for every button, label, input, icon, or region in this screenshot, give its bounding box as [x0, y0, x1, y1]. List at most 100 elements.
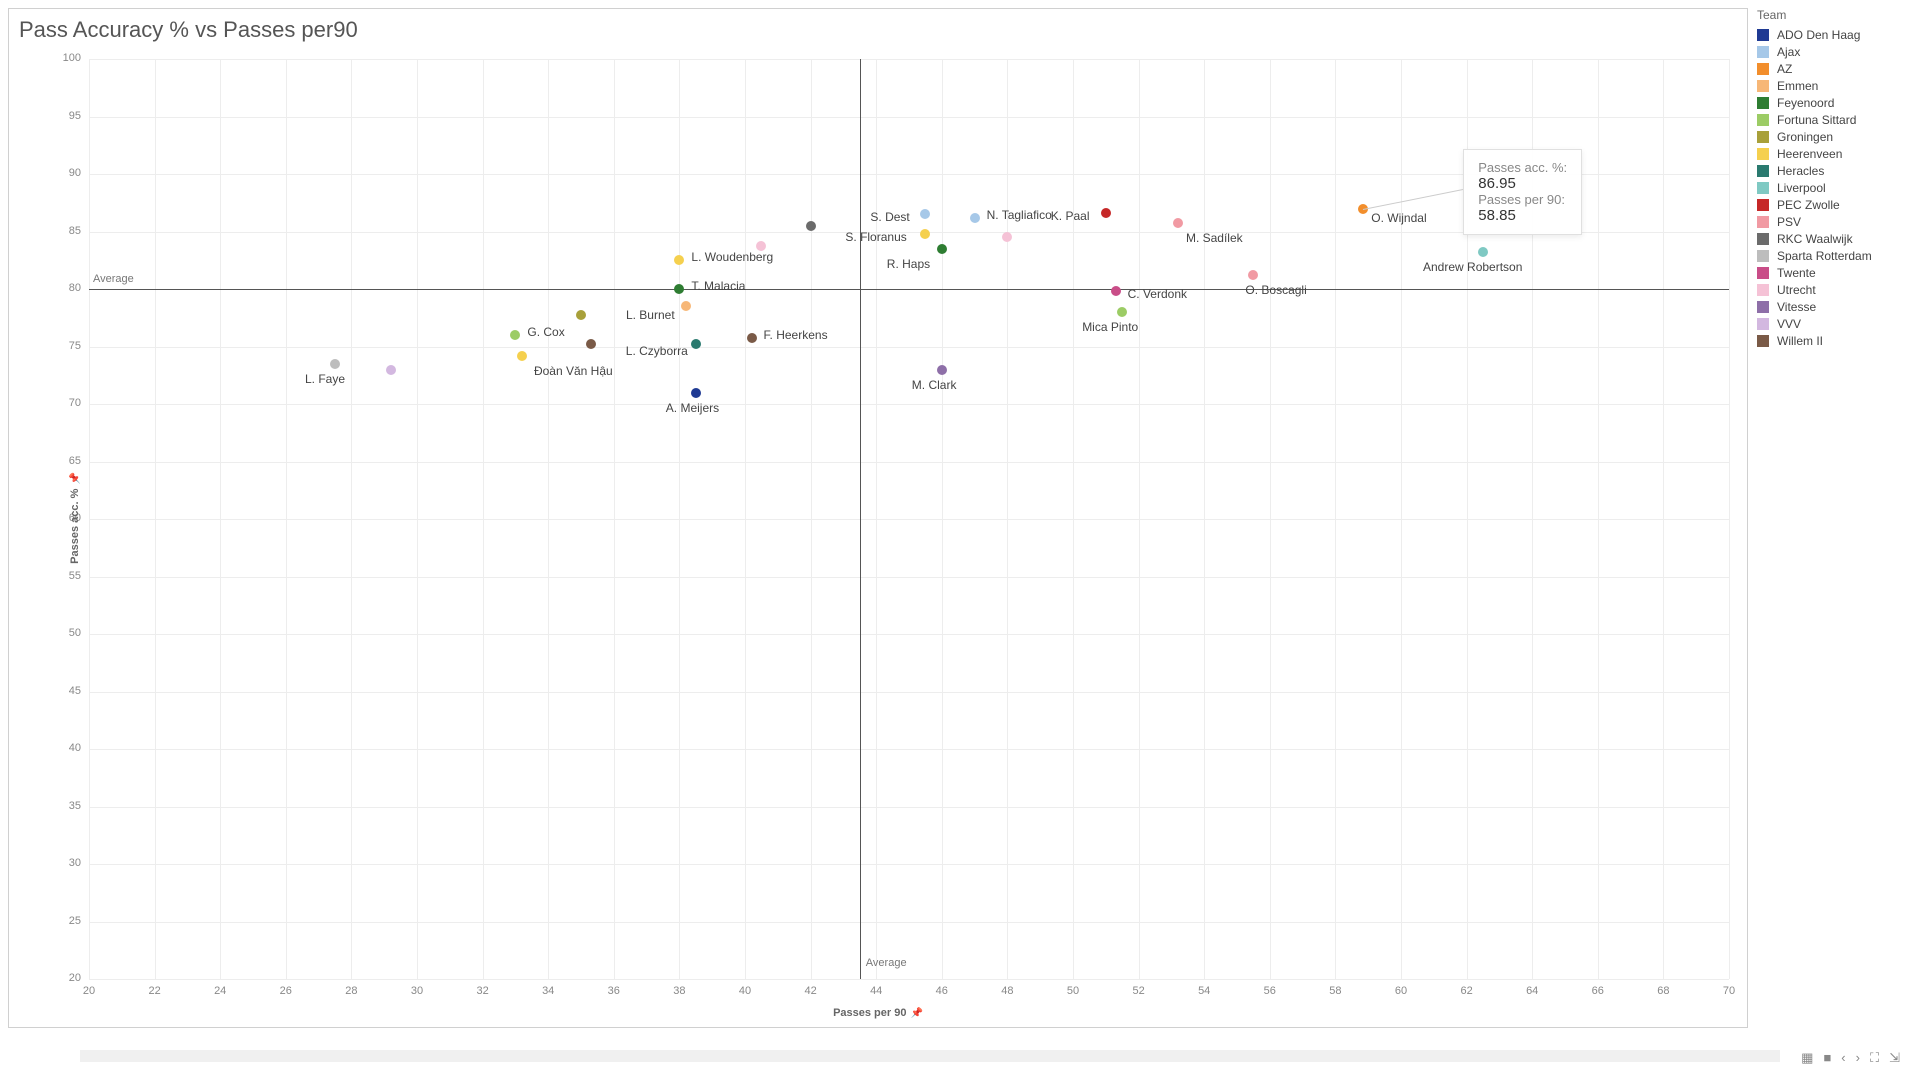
- point-label: M. Sadílek: [1186, 231, 1243, 245]
- gridline-v: [417, 59, 418, 979]
- legend-item[interactable]: PSV: [1757, 215, 1912, 229]
- point-label: O. Wijndal: [1371, 211, 1426, 225]
- legend-swatch: [1757, 267, 1769, 279]
- legend-item[interactable]: Utrecht: [1757, 283, 1912, 297]
- gridline-v: [1204, 59, 1205, 979]
- data-point[interactable]: [756, 241, 766, 251]
- data-point[interactable]: [920, 229, 930, 239]
- point-label: L. Czyborra: [626, 344, 688, 358]
- legend-swatch: [1757, 131, 1769, 143]
- legend-swatch: [1757, 284, 1769, 296]
- data-point[interactable]: [576, 310, 586, 320]
- toolbar-button[interactable]: ▦: [1801, 1050, 1813, 1066]
- plot-area[interactable]: 2025303540455055606570758085909510020222…: [89, 59, 1729, 979]
- toolbar-button[interactable]: ⇲: [1889, 1050, 1900, 1066]
- gridline-h: [89, 404, 1729, 405]
- avg-label-y: Average: [93, 273, 134, 285]
- gridline-v: [614, 59, 615, 979]
- data-point[interactable]: [1002, 232, 1012, 242]
- data-point[interactable]: [806, 221, 816, 231]
- toolbar-button[interactable]: ⛶: [1870, 1050, 1879, 1066]
- legend-swatch: [1757, 165, 1769, 177]
- legend-item[interactable]: ADO Den Haag: [1757, 28, 1912, 42]
- bottom-scrollbar[interactable]: [80, 1050, 1780, 1062]
- x-tick-label: 36: [599, 985, 629, 997]
- legend-item[interactable]: Twente: [1757, 266, 1912, 280]
- legend-swatch: [1757, 80, 1769, 92]
- gridline-v: [876, 59, 877, 979]
- data-point[interactable]: [681, 301, 691, 311]
- y-tick-label: 95: [51, 110, 81, 122]
- gridline-v: [745, 59, 746, 979]
- data-point[interactable]: [1478, 247, 1488, 257]
- legend-item[interactable]: Willem II: [1757, 334, 1912, 348]
- data-point[interactable]: [674, 255, 684, 265]
- data-point[interactable]: [1117, 307, 1127, 317]
- legend-item[interactable]: Fortuna Sittard: [1757, 113, 1912, 127]
- y-tick-label: 40: [51, 742, 81, 754]
- legend-item[interactable]: PEC Zwolle: [1757, 198, 1912, 212]
- point-label: M. Clark: [912, 378, 957, 392]
- gridline-v: [89, 59, 90, 979]
- x-tick-label: 46: [927, 985, 957, 997]
- x-tick-label: 28: [336, 985, 366, 997]
- data-point[interactable]: [1173, 218, 1183, 228]
- gridline-h: [89, 117, 1729, 118]
- legend-item[interactable]: Vitesse: [1757, 300, 1912, 314]
- x-tick-label: 30: [402, 985, 432, 997]
- chart-title: Pass Accuracy % vs Passes per90: [19, 17, 358, 43]
- legend-item[interactable]: AZ: [1757, 62, 1912, 76]
- data-point[interactable]: [510, 330, 520, 340]
- gridline-h: [89, 462, 1729, 463]
- legend-item[interactable]: Emmen: [1757, 79, 1912, 93]
- legend-item[interactable]: Sparta Rotterdam: [1757, 249, 1912, 263]
- y-tick-label: 30: [51, 857, 81, 869]
- gridline-v: [1598, 59, 1599, 979]
- legend-label: Fortuna Sittard: [1777, 113, 1856, 127]
- x-tick-label: 38: [664, 985, 694, 997]
- data-point[interactable]: [937, 244, 947, 254]
- data-point[interactable]: [1101, 208, 1111, 218]
- toolbar-button[interactable]: ‹: [1841, 1050, 1845, 1066]
- legend-item[interactable]: Groningen: [1757, 130, 1912, 144]
- data-point[interactable]: [674, 284, 684, 294]
- legend-item[interactable]: Feyenoord: [1757, 96, 1912, 110]
- pin-icon: 📌: [70, 472, 81, 484]
- toolbar-button[interactable]: ■: [1823, 1050, 1831, 1066]
- x-tick-label: 66: [1583, 985, 1613, 997]
- point-label: G. Cox: [527, 325, 564, 339]
- pin-icon: 📌: [910, 1008, 922, 1019]
- data-point[interactable]: [386, 365, 396, 375]
- gridline-h: [89, 577, 1729, 578]
- data-point[interactable]: [970, 213, 980, 223]
- point-label: C. Verdonk: [1128, 287, 1187, 301]
- data-point[interactable]: [920, 209, 930, 219]
- legend-swatch: [1757, 199, 1769, 211]
- gridline-h: [89, 979, 1729, 980]
- data-point[interactable]: [691, 339, 701, 349]
- legend-item[interactable]: Liverpool: [1757, 181, 1912, 195]
- legend-swatch: [1757, 250, 1769, 262]
- legend-item[interactable]: Ajax: [1757, 45, 1912, 59]
- gridline-v: [1729, 59, 1730, 979]
- y-tick-label: 80: [51, 282, 81, 294]
- legend-item[interactable]: RKC Waalwijk: [1757, 232, 1912, 246]
- legend-item[interactable]: Heerenveen: [1757, 147, 1912, 161]
- legend-label: PSV: [1777, 215, 1801, 229]
- legend-swatch: [1757, 182, 1769, 194]
- legend-item[interactable]: Heracles: [1757, 164, 1912, 178]
- data-point[interactable]: [1111, 286, 1121, 296]
- data-point[interactable]: [517, 351, 527, 361]
- legend-label: PEC Zwolle: [1777, 198, 1840, 212]
- legend-swatch: [1757, 216, 1769, 228]
- data-point[interactable]: [330, 359, 340, 369]
- data-point[interactable]: [1248, 270, 1258, 280]
- legend-item[interactable]: VVV: [1757, 317, 1912, 331]
- toolbar-button[interactable]: ›: [1856, 1050, 1860, 1066]
- data-point[interactable]: [747, 333, 757, 343]
- point-label: A. Meijers: [666, 401, 719, 415]
- data-point[interactable]: [586, 339, 596, 349]
- data-point[interactable]: [691, 388, 701, 398]
- legend-label: Sparta Rotterdam: [1777, 249, 1872, 263]
- data-point[interactable]: [937, 365, 947, 375]
